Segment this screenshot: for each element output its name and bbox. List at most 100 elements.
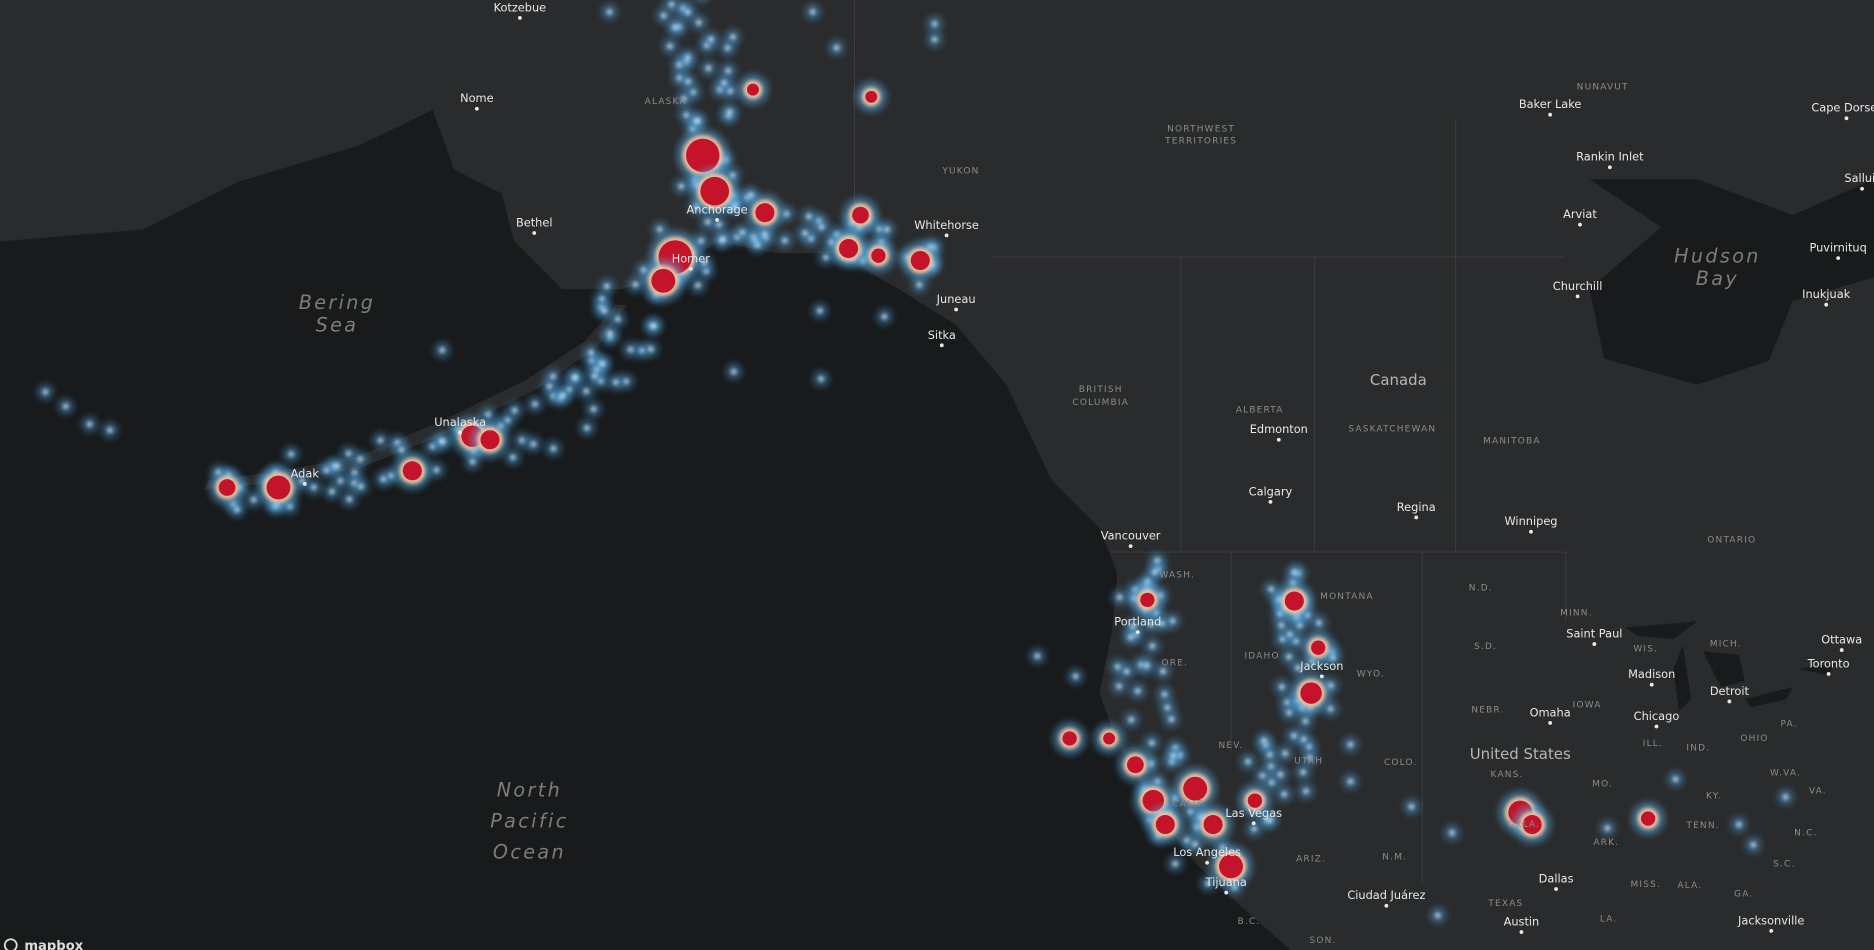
city-dot [1575,294,1580,299]
water-label: Bering [299,291,376,314]
city-label: Las Vegas [1225,806,1282,820]
region-label: COLUMBIA [1072,398,1129,408]
heat-core [299,477,306,484]
heat-core [801,230,808,237]
mapbox-logo [3,938,18,950]
heat-core [694,117,701,124]
city-label: Winnipeg [1504,514,1557,528]
city-label: Edmonton [1250,422,1308,436]
city-dot [1268,499,1273,504]
heat-core [546,383,553,390]
heat-hot [1140,592,1155,608]
heat-core [590,406,597,413]
heat-core [1116,683,1123,690]
heat-core [695,19,702,26]
heat-core [614,316,621,323]
heat-core [1306,754,1313,761]
region-label: NEV. [1219,741,1244,751]
heat-core [328,488,335,495]
heat-core [748,191,755,198]
heat-core [1128,716,1135,723]
heat-hot [755,203,775,223]
city-label: Homer [672,251,711,265]
city-dot [954,307,959,312]
heat-core [1302,718,1309,725]
region-label: N.M. [1382,852,1407,862]
heat-core [676,61,683,68]
heat-core [680,95,687,102]
borders [854,0,1567,885]
heat-core [698,237,705,244]
heat-core [1281,791,1288,798]
heat-core [1291,569,1298,576]
city-label: Vancouver [1101,529,1161,543]
heat-core [1284,699,1291,706]
heat-core [724,44,731,51]
heat-core [881,313,888,320]
heat-core [671,24,678,31]
region-label: MANITOBA [1483,436,1541,446]
city-label: Madison [1628,667,1675,681]
heat-core [1408,803,1415,810]
region-label: ILL. [1643,739,1663,749]
heat-core [588,349,595,356]
city-label: Portland [1114,615,1161,629]
heat-core [781,237,788,244]
city-label: Detroit [1710,684,1750,698]
city-label: Salluit [1844,171,1874,185]
heat-core [818,223,825,230]
heat-core [531,401,538,408]
city-label: Bethel [516,215,553,229]
heat-glow [694,0,708,3]
heat-hot [1155,814,1175,835]
heat-core [707,36,714,43]
region-label: ORE. [1162,659,1189,669]
region-label: KANS. [1491,770,1524,780]
water-label: Pacific [490,810,568,833]
heat-core [234,506,240,513]
region-label: TENN. [1685,821,1719,831]
city-label: Austin [1504,915,1540,929]
city-label: Sitka [928,328,956,342]
heat-core [1266,751,1273,758]
heat-core [106,427,113,434]
city-label: Arviat [1563,207,1597,221]
heat-core [1160,668,1167,675]
region-label: IOWA [1573,701,1602,711]
city-label: Omaha [1530,705,1571,719]
heat-core [511,407,518,414]
heat-core [678,183,685,190]
heat-core [684,54,691,61]
heat-core [651,323,658,329]
heat-core [1285,653,1292,660]
heat-core [439,347,446,354]
city-dot [1654,724,1659,729]
heat-core [1300,769,1307,776]
heat-hot [910,250,930,271]
heat-hot [1203,814,1223,835]
city-label: Dallas [1539,871,1574,885]
heat-core [398,446,405,453]
heat-core [1286,709,1293,716]
heat-core [583,388,590,395]
heat-core [1347,778,1354,785]
heat-core [583,424,590,431]
heat-core [439,438,446,445]
heat-core [716,221,722,228]
heat-hot [686,138,720,173]
heat-hot [1219,854,1243,879]
city-label: Saint Paul [1566,627,1622,641]
region-label: ALASKA [645,97,687,107]
heat-core [683,112,690,119]
city-label: Inukjuak [1802,287,1851,301]
region-label: S.D. [1474,642,1497,652]
city-label: Adak [291,466,320,480]
heat-core [86,421,93,428]
region-label: YUKON [941,166,979,176]
heat-core [530,441,537,448]
water-label: Sea [316,314,359,337]
region-label: BRITISH [1079,385,1123,395]
city-label: Los Angeles [1173,845,1241,859]
city-label: Toronto [1807,656,1850,670]
